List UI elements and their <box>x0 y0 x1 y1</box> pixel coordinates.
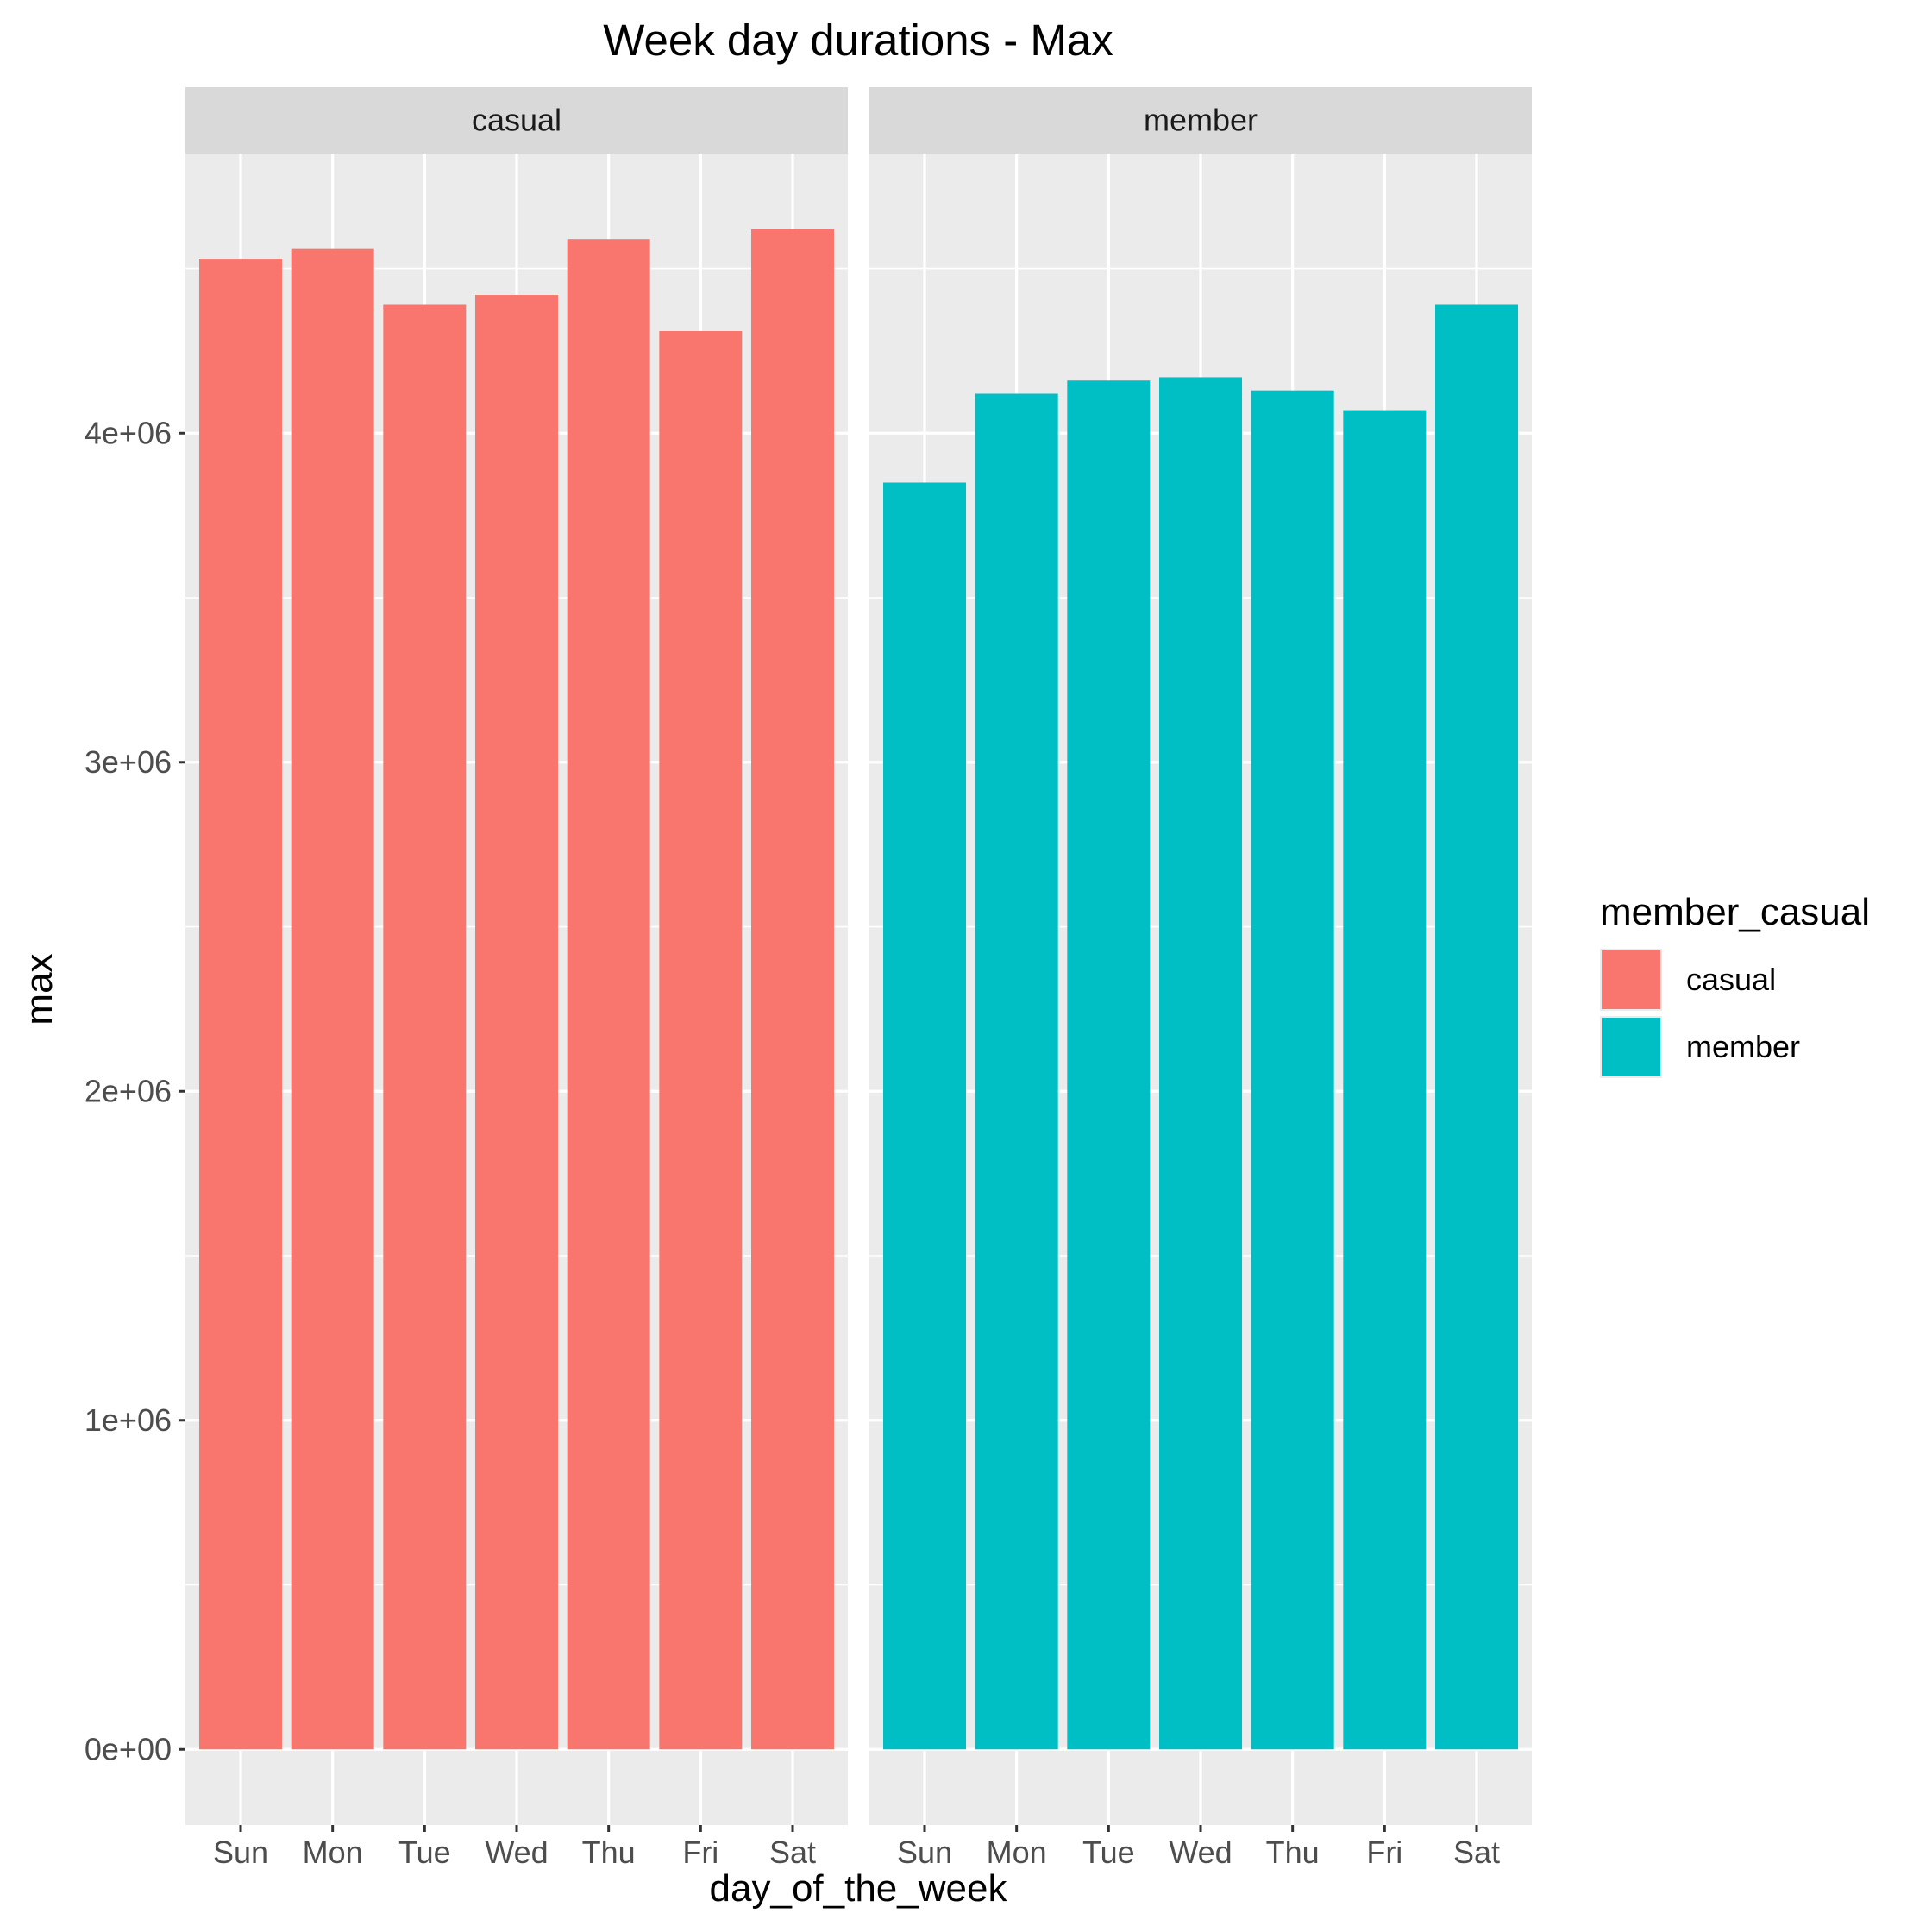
y-tick-label: 4e+06 <box>85 415 172 450</box>
facet-strip-label: casual <box>472 103 561 138</box>
bar-casual-sun <box>199 259 282 1749</box>
legend-swatch-casual <box>1602 950 1660 1009</box>
legend-item-member: member <box>1600 1016 1800 1078</box>
x-tick-label: Sun <box>213 1835 268 1870</box>
legend-title: member_casual <box>1600 891 1870 933</box>
x-tick-label: Sat <box>1453 1835 1500 1870</box>
facet-panels: casual Sun Mon Tue Wed Thu Fri Sat member Sun Mon T… <box>185 87 1532 1870</box>
x-tick-label: Thu <box>1266 1835 1320 1870</box>
bar-casual-thu <box>568 239 650 1749</box>
x-tick-label: Mon <box>303 1835 363 1870</box>
facet-panel-member: member Sun Mon Tue Wed Thu Fri Sat <box>869 87 1532 1870</box>
legend-label: member <box>1686 1029 1800 1064</box>
bar-casual-fri <box>659 331 742 1749</box>
bar-member-sun <box>883 482 966 1749</box>
bar-casual-mon <box>292 249 374 1750</box>
facet-strip-label: member <box>1144 103 1258 138</box>
chart-title: Week day durations - Max <box>603 16 1113 65</box>
legend-label: casual <box>1686 962 1776 997</box>
legend: member_casual casual member <box>1600 891 1870 1078</box>
bar-member-mon <box>975 393 1058 1749</box>
x-tick-label: Tue <box>1082 1835 1135 1870</box>
y-tick-label: 3e+06 <box>85 744 172 780</box>
x-tick-label: Thu <box>582 1835 636 1870</box>
x-tick-label: Tue <box>398 1835 451 1870</box>
y-axis: 0e+00 1e+06 2e+06 3e+06 4e+06 <box>85 415 185 1766</box>
x-tick-label: Sun <box>897 1835 952 1870</box>
legend-item-casual: casual <box>1600 949 1776 1011</box>
x-axis-title: day_of_the_week <box>710 1867 1008 1910</box>
legend-swatch-member <box>1602 1018 1660 1076</box>
y-tick-label: 0e+00 <box>85 1731 172 1766</box>
bar-member-sat <box>1435 304 1518 1749</box>
x-tick-label: Wed <box>485 1835 548 1870</box>
x-tick-label: Mon <box>987 1835 1047 1870</box>
facet-panel-casual: casual Sun Mon Tue Wed Thu Fri Sat <box>185 87 848 1870</box>
bar-member-fri <box>1343 411 1426 1750</box>
y-tick-label: 1e+06 <box>85 1402 172 1438</box>
bar-member-tue <box>1067 380 1150 1749</box>
bar-casual-tue <box>383 304 466 1749</box>
bar-member-thu <box>1251 391 1334 1750</box>
x-tick-label: Sat <box>769 1835 816 1870</box>
x-tick-label: Wed <box>1169 1835 1232 1870</box>
bar-member-wed <box>1159 377 1242 1749</box>
x-tick-label: Fri <box>1366 1835 1402 1870</box>
bar-casual-wed <box>475 295 558 1749</box>
y-tick-label: 2e+06 <box>85 1073 172 1108</box>
x-tick-label: Fri <box>682 1835 718 1870</box>
bar-casual-sat <box>751 229 834 1750</box>
y-axis-title: max <box>18 953 60 1025</box>
